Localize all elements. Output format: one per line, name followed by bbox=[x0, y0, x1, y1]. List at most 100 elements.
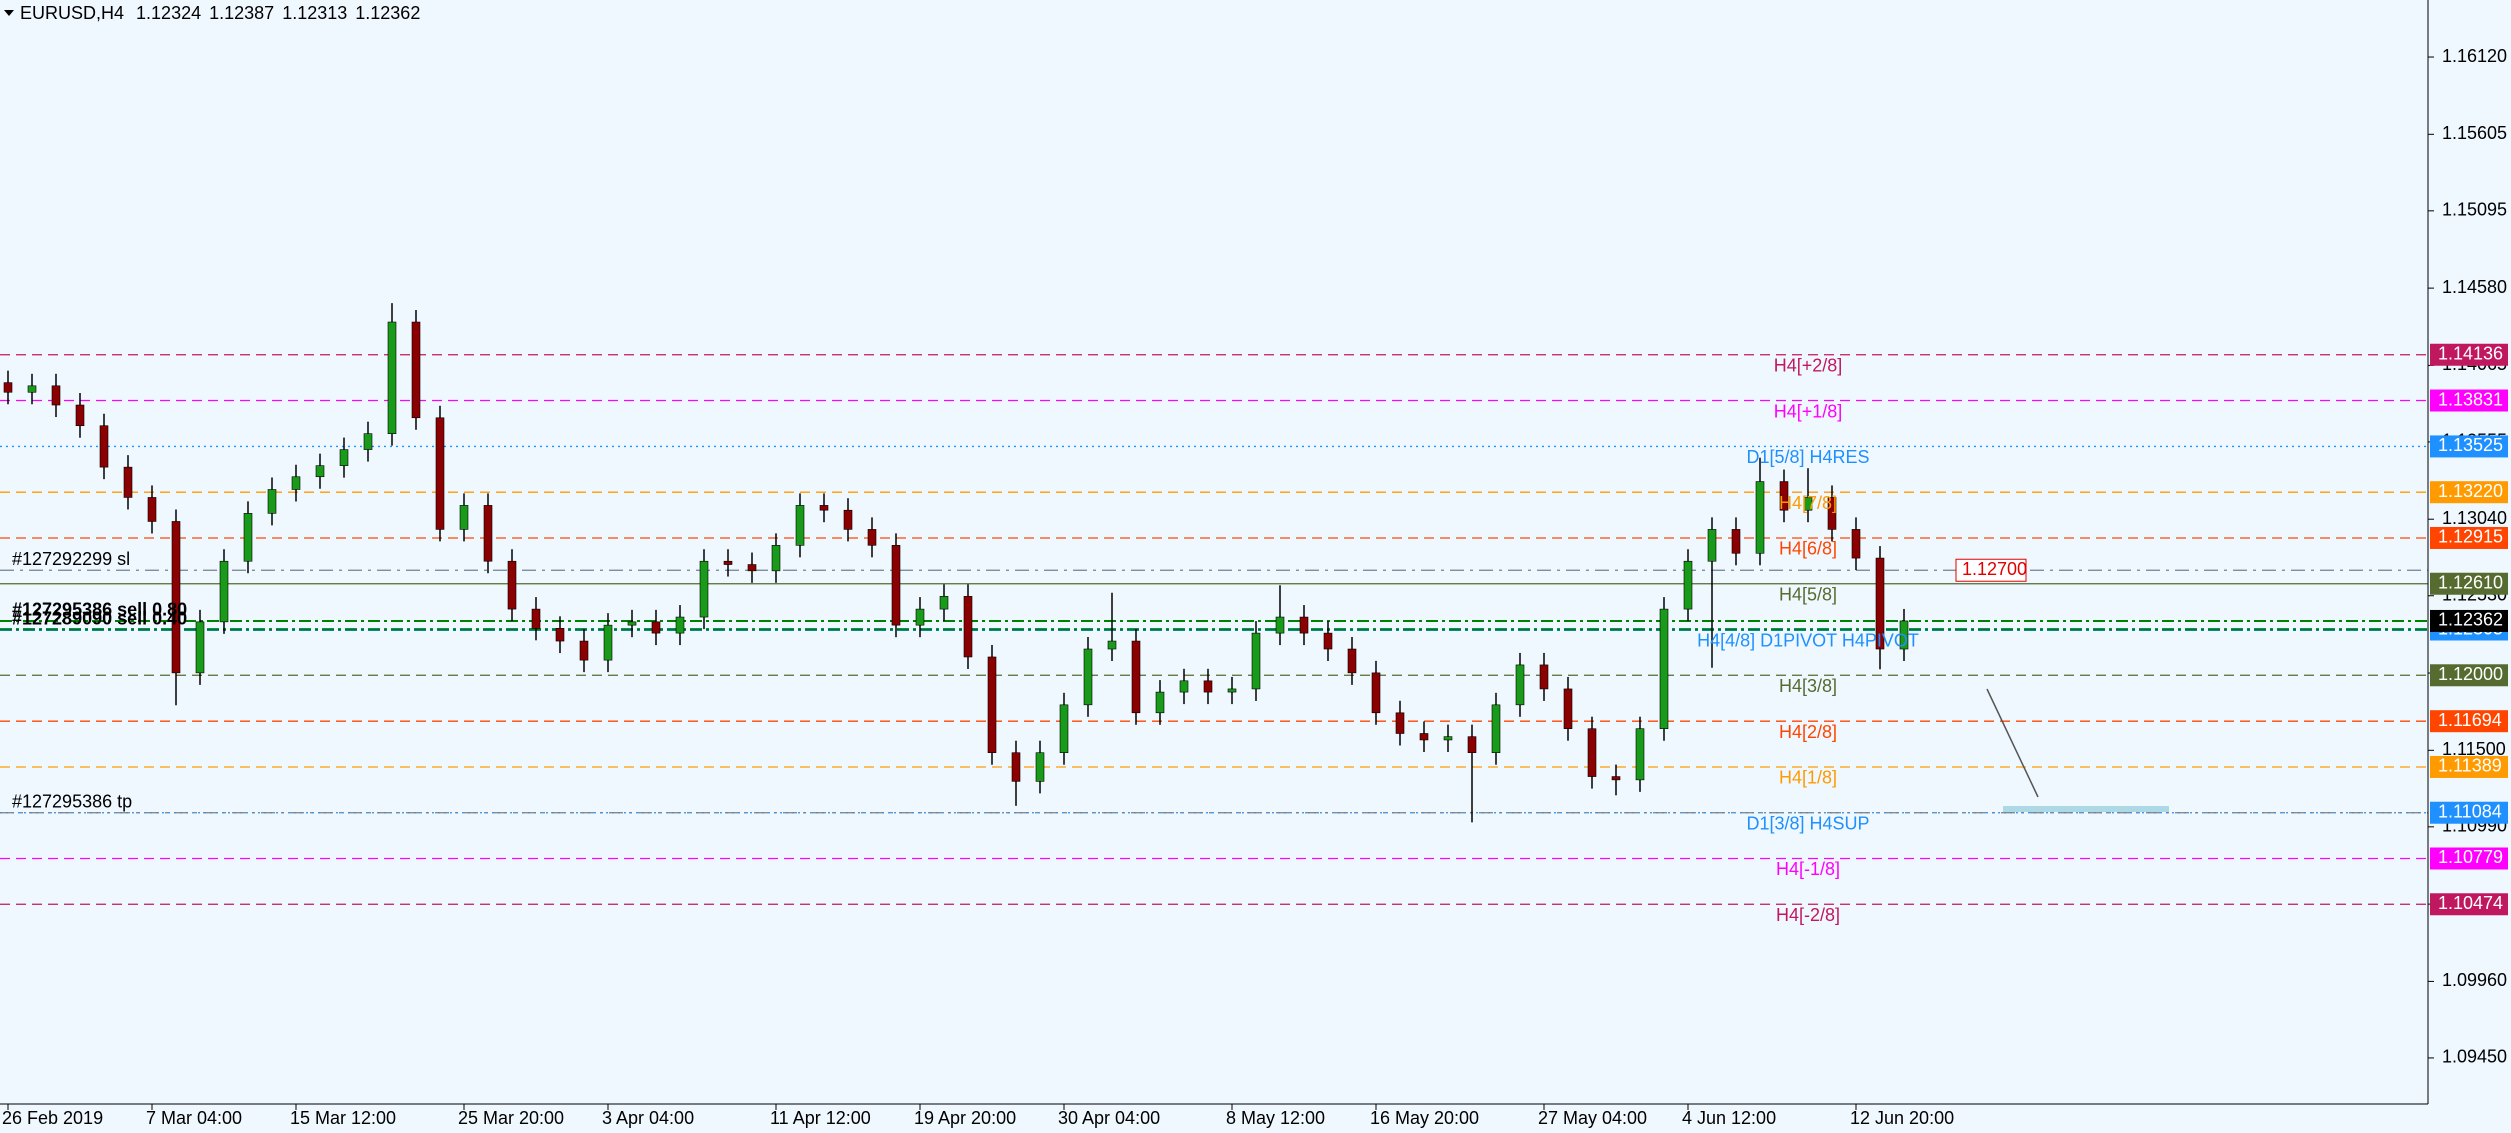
x-tick-label: 12 Jun 20:00 bbox=[1850, 1108, 1954, 1128]
candle-body bbox=[1395, 712, 1405, 734]
x-tick-label: 3 Apr 04:00 bbox=[602, 1108, 694, 1128]
candle-body bbox=[1635, 728, 1645, 781]
level-label: H4[4/8] D1PIVOT H4PIVOT bbox=[1697, 630, 1919, 650]
x-tick-label: 4 Jun 12:00 bbox=[1682, 1108, 1776, 1128]
y-tick-label: 1.16120 bbox=[2442, 46, 2507, 66]
level-label: H4[3/8] bbox=[1779, 676, 1837, 696]
candle-body bbox=[1083, 648, 1093, 706]
x-tick-label: 8 May 12:00 bbox=[1226, 1108, 1325, 1128]
y-tick-label: 1.15095 bbox=[2442, 200, 2507, 220]
x-tick-label: 11 Apr 12:00 bbox=[770, 1108, 871, 1128]
level-label: H4[7/8] bbox=[1779, 493, 1837, 513]
candle-body bbox=[555, 628, 565, 642]
candle-body bbox=[1419, 733, 1429, 741]
candle-body bbox=[75, 404, 85, 427]
candle-body bbox=[1851, 529, 1861, 559]
candle-body bbox=[603, 624, 613, 661]
level-label: H4[-1/8] bbox=[1776, 859, 1840, 879]
candle-body bbox=[315, 465, 325, 478]
candle-body bbox=[675, 616, 685, 634]
level-label: H4[5/8] bbox=[1779, 584, 1837, 604]
y-tick-label: 1.11500 bbox=[2442, 739, 2506, 759]
candle-body bbox=[867, 529, 877, 546]
candle-body bbox=[1539, 664, 1549, 690]
rectangle-object bbox=[2003, 806, 2169, 812]
level-price-box bbox=[2430, 847, 2508, 870]
candle-body bbox=[51, 385, 61, 406]
level-label: H4[-2/8] bbox=[1776, 905, 1840, 925]
order-label: #127289090 sell 0.40 bbox=[12, 608, 187, 628]
y-tick-label: 1.15605 bbox=[2442, 123, 2507, 143]
candle-body bbox=[1011, 752, 1021, 782]
candle-body bbox=[363, 433, 373, 450]
level-label: H4[1/8] bbox=[1779, 768, 1837, 788]
candle-body bbox=[1611, 776, 1621, 781]
candle-body bbox=[819, 505, 829, 511]
level-label: D1[5/8] H4RES bbox=[1746, 447, 1869, 467]
x-tick-label: 16 May 20:00 bbox=[1370, 1108, 1479, 1128]
candle-body bbox=[627, 621, 637, 626]
level-price-box bbox=[2430, 710, 2508, 733]
level-price-label: 1.10474 bbox=[2438, 893, 2503, 913]
candle-body bbox=[1131, 640, 1141, 714]
y-tick-label: 1.09960 bbox=[2442, 970, 2507, 990]
candle-body bbox=[387, 321, 397, 434]
level-label: H4[+1/8] bbox=[1774, 401, 1843, 421]
candle-body bbox=[795, 505, 805, 546]
level-price-box bbox=[2430, 664, 2508, 687]
candle-body bbox=[1251, 632, 1261, 690]
candle-body bbox=[1563, 688, 1573, 729]
level-price-label: 1.13220 bbox=[2438, 481, 2503, 501]
level-price-label: 1.14136 bbox=[2438, 343, 2503, 363]
candle-body bbox=[123, 466, 133, 498]
candle-body bbox=[1299, 616, 1309, 634]
candle-body bbox=[1707, 529, 1717, 562]
level-price-box bbox=[2430, 389, 2508, 412]
alert-box bbox=[1955, 558, 2027, 582]
candle-body bbox=[435, 417, 445, 530]
candle-body bbox=[1755, 481, 1765, 554]
alert-label: 1.12700 bbox=[1962, 559, 2027, 579]
candle-body bbox=[1731, 529, 1741, 554]
candle-body bbox=[1227, 688, 1237, 693]
candle-body bbox=[1875, 557, 1885, 650]
menu-triangle[interactable] bbox=[4, 10, 14, 16]
candle-body bbox=[27, 385, 37, 393]
header: EURUSD,H4 1.12324 1.12387 1.12313 1.12362 bbox=[20, 3, 420, 23]
candle-body bbox=[1035, 752, 1045, 782]
candle-body bbox=[1467, 736, 1477, 754]
candle-body bbox=[243, 513, 253, 562]
candle-body bbox=[1827, 497, 1837, 530]
candle-body bbox=[843, 509, 853, 530]
candle-body bbox=[195, 621, 205, 674]
order-label: #127295386 sell 0.80 bbox=[12, 600, 187, 620]
level-price-box bbox=[2430, 435, 2508, 458]
x-tick-label: 27 May 04:00 bbox=[1538, 1108, 1647, 1128]
candle-body bbox=[987, 656, 997, 754]
level-price-label: 1.13831 bbox=[2438, 389, 2503, 409]
x-tick-label: 15 Mar 12:00 bbox=[290, 1108, 396, 1128]
candle-body bbox=[1179, 680, 1189, 693]
level-price-label: 1.13525 bbox=[2438, 435, 2503, 455]
candle-body bbox=[267, 489, 277, 514]
level-price-box bbox=[2430, 572, 2508, 595]
level-price-label: 1.11389 bbox=[2438, 756, 2502, 776]
candle-body bbox=[1803, 497, 1813, 511]
candle-body bbox=[1899, 620, 1909, 650]
candle-body bbox=[1587, 728, 1597, 777]
level-price-label: 1.10779 bbox=[2438, 847, 2503, 867]
candle-body bbox=[459, 505, 469, 530]
level-price-box bbox=[2430, 343, 2508, 366]
level-label: H4[2/8] bbox=[1779, 722, 1837, 742]
y-tick-label: 1.09450 bbox=[2442, 1047, 2507, 1067]
candle-body bbox=[1683, 560, 1693, 610]
level-price-box bbox=[2430, 893, 2508, 916]
x-tick-label: 7 Mar 04:00 bbox=[146, 1108, 242, 1128]
symbol: EURUSD,H4 bbox=[20, 3, 124, 23]
level-price-box bbox=[2430, 526, 2508, 549]
level-price-label: 1.12915 bbox=[2438, 527, 2503, 547]
level-price-label: 1.12610 bbox=[2438, 572, 2503, 592]
candle-body bbox=[579, 640, 589, 661]
candle-body bbox=[147, 497, 157, 522]
